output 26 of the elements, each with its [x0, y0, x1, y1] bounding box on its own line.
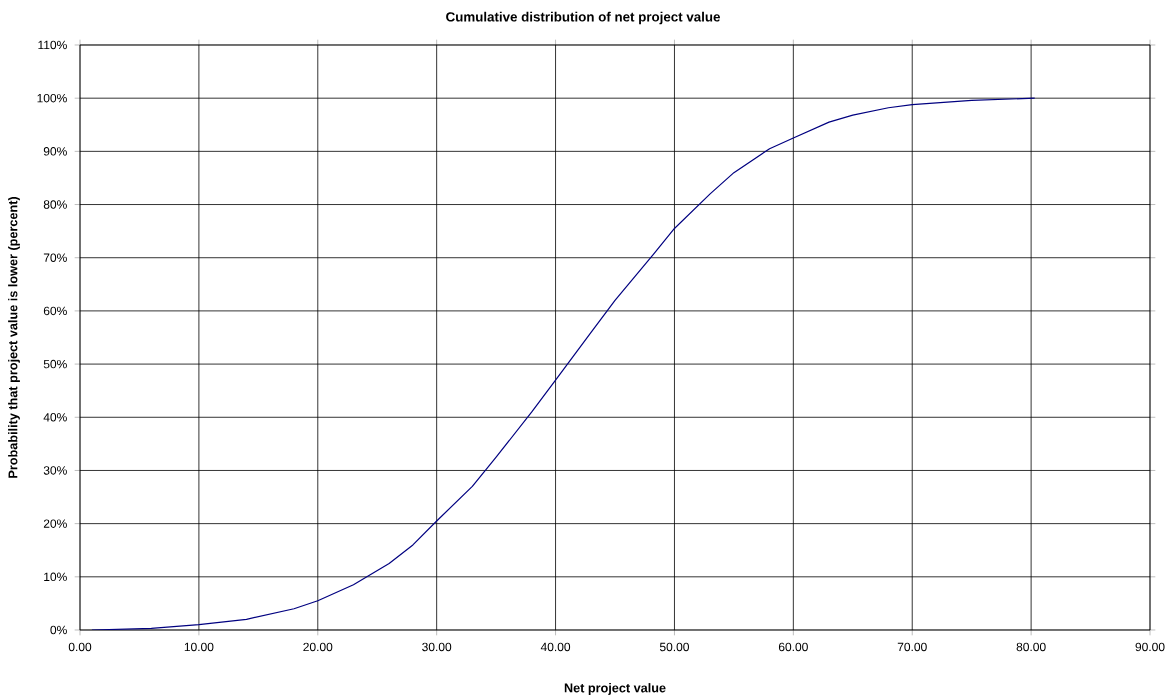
y-tick-label: 80%: [43, 200, 67, 209]
y-tick-label: 60%: [43, 306, 67, 316]
x-tick-label: 90.00: [1135, 642, 1165, 652]
x-tick-label: 50.00: [659, 642, 689, 652]
x-tick-label: 10.00: [184, 642, 214, 652]
y-tick-label: 0%: [50, 625, 67, 635]
y-tick-label: 110%: [38, 40, 67, 50]
y-tick-label: 20%: [43, 519, 67, 528]
y-tick-label: 30%: [43, 466, 67, 475]
chart-title: Cumulative distribution of net project value: [446, 11, 720, 25]
y-tick-label: 70%: [43, 253, 67, 262]
y-tick-label: 10%: [44, 572, 67, 582]
y-tick-label: 40%: [43, 413, 67, 422]
y-tick-label: 100%: [37, 93, 67, 103]
line-series: [91, 97, 1036, 630]
x-tick-label: 80.00: [1016, 642, 1046, 652]
x-axis-title: Net project value: [564, 683, 666, 695]
x-tick-label: 30.00: [422, 642, 452, 652]
x-tick-label: 20.00: [303, 642, 333, 652]
y-tick-label: 50%: [43, 359, 67, 369]
x-tick-label: 0.00: [68, 642, 92, 652]
x-tick-label: 70.00: [897, 642, 927, 652]
y-tick-label: 90%: [43, 147, 67, 156]
y-axis-title: Probability that project value is lower (percent): [8, 197, 20, 478]
x-tick-label: 60.00: [778, 642, 808, 652]
x-tick-label: 40.00: [540, 642, 571, 652]
